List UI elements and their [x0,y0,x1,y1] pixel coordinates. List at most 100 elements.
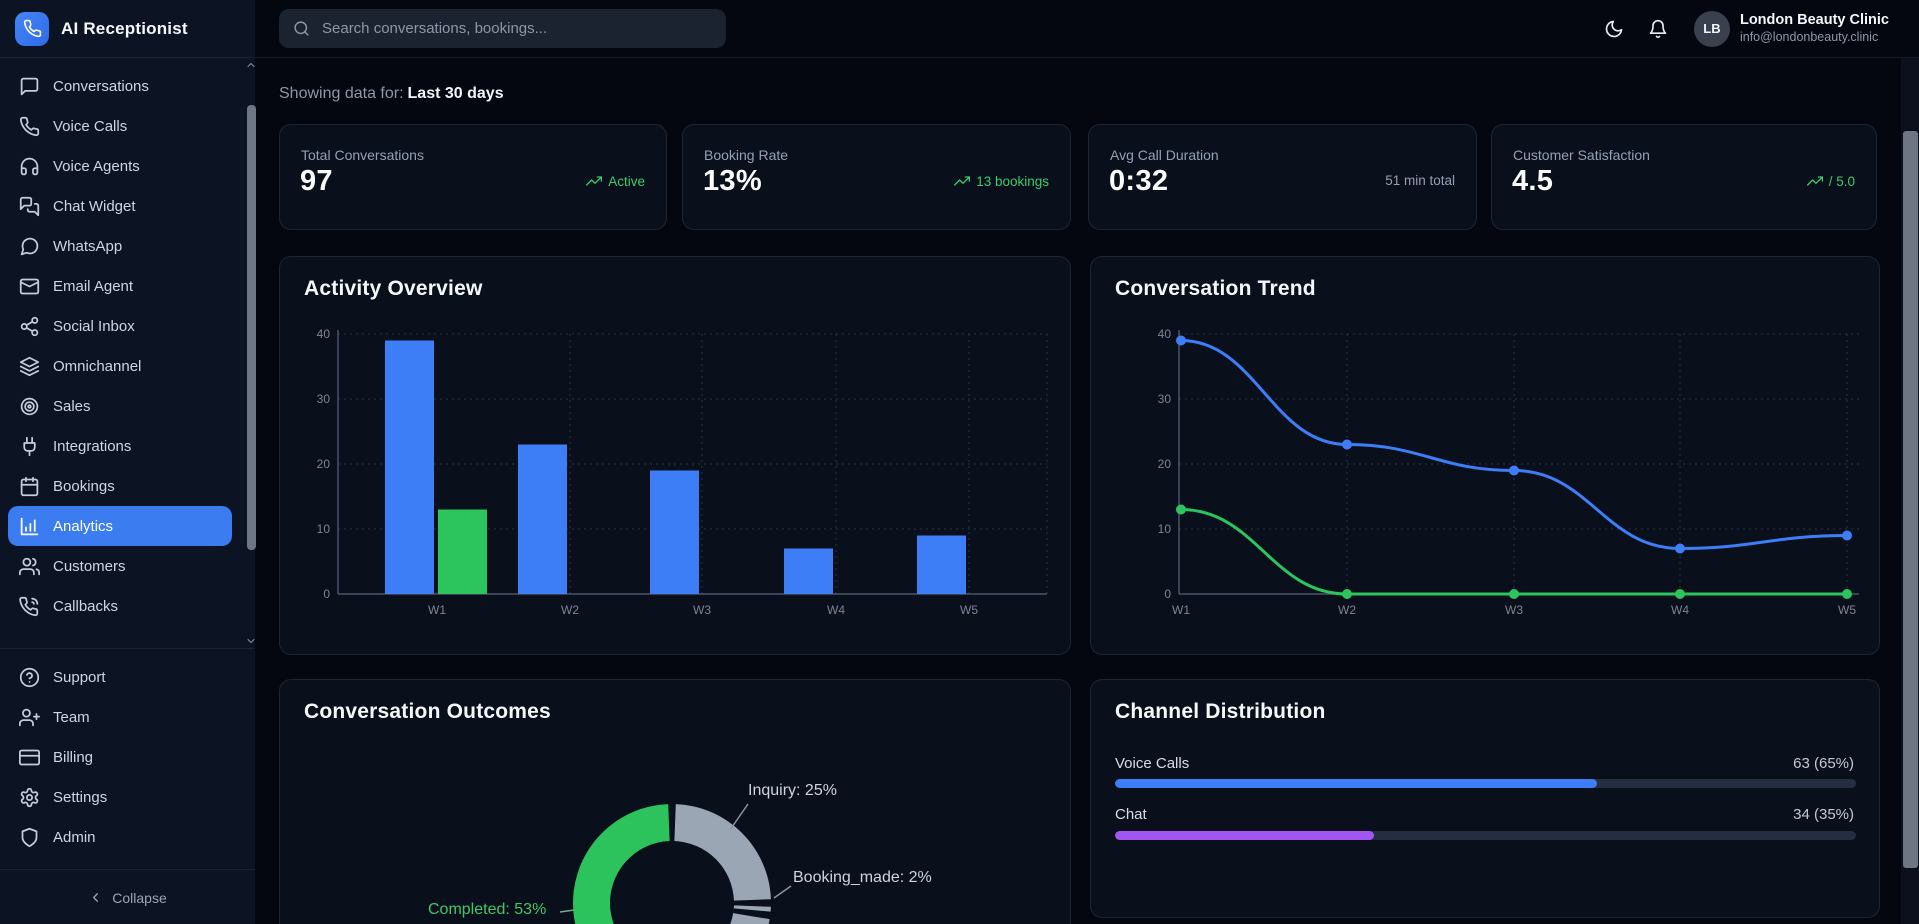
bar-chart-icon [20,517,39,535]
phone-icon [19,116,40,136]
shield-icon [21,827,38,847]
sidebar-item-label: Bookings [53,477,115,495]
svg-text:W4: W4 [1671,603,1689,617]
search-box[interactable] [279,9,726,48]
sidebar-scrollbar-thumb[interactable] [247,105,256,550]
app-title: AI Receptionist [61,18,188,38]
activity-overview-bar-chart: 0 10 20 30 40 W1 W2 W3 W4 W5 [317,327,1048,617]
sidebar-item-analytics[interactable]: Analytics [8,506,232,546]
sidebar-item-support[interactable]: Support [8,657,232,697]
message-circle-icon [20,237,39,255]
app-logo-phone-icon [15,11,49,46]
date-range-indicator: Showing data for: Last 30 days [279,85,504,103]
sidebar-item-label: Team [53,708,90,726]
sidebar-item-label: Admin [53,828,96,846]
sidebar-scrollbar[interactable] [245,58,257,648]
sidebar-item-whatsapp[interactable]: WhatsApp [8,226,232,266]
avatar[interactable]: LB [1693,10,1730,47]
page-scrollbar-thumb[interactable] [1902,131,1918,868]
stat-annotation: 51 min total [1385,173,1455,188]
sidebar-item-label: Sales [53,397,91,415]
channel-progress-track [1115,779,1856,788]
svg-text:40: 40 [317,327,331,341]
sidebar-item-bookings[interactable]: Bookings [8,466,232,506]
sidebar-item-social-inbox[interactable]: Social Inbox [8,306,232,346]
sidebar-item-label: Analytics [53,517,114,535]
user-plus-icon [19,708,40,726]
sidebar-nav: Conversations Voice Calls Voice Agents Chat… [0,66,240,626]
sidebar-item-conversations[interactable]: Conversations [8,66,232,106]
stat-annotation: / 5.0 [1806,173,1855,189]
sidebar-item-billing[interactable]: Billing [8,737,232,777]
sidebar-item-customers[interactable]: Customers [8,546,232,586]
sidebar-item-voice-calls[interactable]: Voice Calls [8,106,232,146]
sidebar-item-integrations[interactable]: Integrations [8,426,232,466]
page-scrollbar[interactable] [1901,58,1919,924]
filter-prefix: Showing data for: [279,85,404,102]
collapse-button[interactable]: Collapse [0,869,255,924]
svg-text:W3: W3 [1505,603,1523,617]
stat-card-customer-satisfaction: Customer Satisfaction 4.5 / 5.0 [1491,124,1877,230]
message-square-icon [20,77,39,95]
conversation-outcomes-card: Conversation Outcomes Inquiry: 25% Booki… [279,679,1071,924]
activity-overview-title: Activity Overview [304,277,483,300]
mail-icon [19,278,40,294]
svg-text:W5: W5 [1838,603,1856,617]
chevron-left-icon [93,893,99,902]
sidebar-item-label: Billing [53,748,94,766]
channel-value: 63 (65%) [1793,755,1854,772]
donut-label-booking-made: Booking_made: 2% [793,869,932,886]
sidebar-item-label: Integrations [53,437,132,455]
sidebar-item-settings[interactable]: Settings [8,777,232,817]
stat-annotation: 13 bookings [954,173,1049,189]
conversation-outcomes-title: Conversation Outcomes [304,700,551,723]
activity-overview-card: Activity Overview 0 10 20 30 40 W1 W2 W3 W4 W5 [279,256,1071,655]
sidebar-item-team[interactable]: Team [8,697,232,737]
sidebar-item-omnichannel[interactable]: Omnichannel [8,346,232,386]
org-name: London Beauty Clinic [1739,11,1889,28]
scroll-up-icon[interactable] [245,58,257,70]
sidebar-item-email-agent[interactable]: Email Agent [8,266,232,306]
sidebar-item-label: Callbacks [53,597,119,615]
svg-text:0: 0 [1164,587,1171,601]
svg-text:W1: W1 [428,603,446,617]
svg-text:10: 10 [317,522,331,536]
donut-label-completed: Completed: 53% [428,901,547,918]
chevron-down-icon [247,639,255,643]
messages-square-icon [19,196,40,216]
svg-text:W1: W1 [1172,603,1190,617]
conversation-outcomes-donut-chart [559,803,792,924]
channel-progress-fill [1115,831,1375,840]
plug-icon [23,436,36,456]
sidebar-item-chat-widget[interactable]: Chat Widget [8,186,232,226]
stat-card-booking-rate: Booking Rate 13% 13 bookings [682,124,1071,230]
sidebar-item-sales[interactable]: Sales [8,386,232,426]
org-info: London Beauty Clinic info@londonbeauty.c… [1740,12,1889,45]
sidebar-footer-nav: Support Team Billing Settings Admin [0,657,240,857]
sidebar-item-label: Email Agent [53,277,134,295]
sidebar-item-admin[interactable]: Admin [8,817,232,857]
moon-icon [1605,20,1623,37]
sidebar: AI Receptionist Conversations Voice Calls… [0,0,257,924]
stat-annotation-text: Active [608,173,645,189]
notifications-button[interactable] [1640,11,1676,47]
help-circle-icon [19,667,40,687]
trending-up-icon [1806,176,1823,186]
conversation-trend-title: Conversation Trend [1115,277,1316,300]
sidebar-item-voice-agents[interactable]: Voice Agents [8,146,232,186]
svg-text:W2: W2 [561,603,579,617]
sidebar-item-label: Support [53,668,106,686]
channel-label: Chat [1115,806,1147,823]
conversation-trend-line-chart: 0 10 20 30 40 W1 W2 W3 W4 W5 [1158,327,1859,617]
search-input[interactable] [320,19,726,38]
sidebar-item-callbacks[interactable]: Callbacks [8,586,232,626]
scroll-down-icon[interactable] [245,634,257,646]
target-icon [20,397,39,415]
logo-row: AI Receptionist [0,0,255,58]
dark-mode-toggle[interactable] [1596,11,1632,47]
stat-value: 0:32 [1109,165,1169,197]
chevron-left-icon [88,890,103,905]
sidebar-item-label: Customers [53,557,126,575]
gear-icon [20,787,39,807]
topbar-actions: LB London Beauty Clinic info@londonbeaut… [1596,0,1889,57]
